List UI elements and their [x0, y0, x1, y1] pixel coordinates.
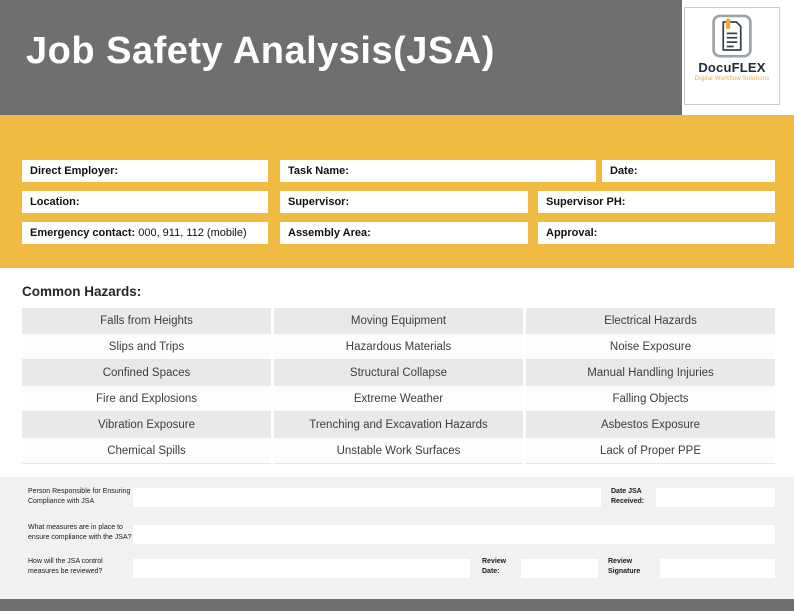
date-field[interactable]: Date: [602, 160, 775, 182]
emergency-contact-field[interactable]: Emergency contact: 000, 911, 112 (mobile… [22, 222, 268, 244]
person-responsible-input[interactable] [133, 488, 601, 507]
table-row: Slips and Trips Hazardous Materials Nois… [22, 334, 775, 360]
hazard-cell: Slips and Trips [22, 334, 271, 360]
supervisor-ph-field[interactable]: Supervisor PH: [538, 191, 775, 213]
location-field[interactable]: Location: [22, 191, 268, 213]
supervisor-field[interactable]: Supervisor: [280, 191, 528, 213]
emergency-contact-value: 000, 911, 112 (mobile) [135, 227, 247, 239]
hazard-cell: Electrical Hazards [526, 308, 775, 334]
hazard-cell: Falls from Heights [22, 308, 271, 334]
review-signature-input[interactable] [660, 559, 775, 578]
common-hazards-heading: Common Hazards: [22, 284, 142, 299]
review-method-input[interactable] [133, 559, 470, 578]
table-row: Vibration Exposure Trenching and Excavat… [22, 412, 775, 438]
review-signature-label: Review Signature [608, 558, 641, 575]
hazard-cell: Falling Objects [526, 386, 775, 412]
hazard-cell: Hazardous Materials [274, 334, 523, 360]
direct-employer-label: Direct Employer: [30, 165, 119, 177]
hazard-cell: Asbestos Exposure [526, 412, 775, 438]
date-jsa-received-label: Date JSA Received: [611, 488, 645, 505]
approval-field[interactable]: Approval: [538, 222, 775, 244]
page-title: Job Safety Analysis(JSA) [26, 30, 495, 72]
hazard-cell: Extreme Weather [274, 386, 523, 412]
supervisor-label: Supervisor: [288, 196, 350, 208]
review-method-label: How will the JSA control measures be rev… [28, 558, 103, 575]
hazard-cell: Structural Collapse [274, 360, 523, 386]
location-label: Location: [30, 196, 80, 208]
footer-bar [0, 599, 794, 611]
hazards-table: Falls from Heights Moving Equipment Elec… [22, 308, 775, 464]
review-date-input[interactable] [521, 559, 598, 578]
hazard-cell: Fire and Explosions [22, 386, 271, 412]
hazard-cell: Moving Equipment [274, 308, 523, 334]
hazard-cell: Manual Handling Injuries [526, 360, 775, 386]
assembly-area-field[interactable]: Assembly Area: [280, 222, 528, 244]
docuflex-logo: DocuFLEX Digital Workflow Solutions [684, 7, 780, 105]
logo-tagline: Digital Workflow Solutions [694, 76, 770, 82]
form-section: Direct Employer: Task Name: Date: Locati… [0, 115, 794, 268]
task-name-label: Task Name: [288, 165, 349, 177]
header: Job Safety Analysis(JSA) [0, 0, 682, 115]
logo-name: DocuFLEX [698, 60, 766, 75]
hazard-cell: Noise Exposure [526, 334, 775, 360]
document-icon [712, 14, 752, 58]
review-date-label: Review Date: [482, 558, 507, 575]
hazard-cell: Vibration Exposure [22, 412, 271, 438]
hazard-cell: Trenching and Excavation Hazards [274, 412, 523, 438]
task-name-field[interactable]: Task Name: [280, 160, 596, 182]
assembly-area-label: Assembly Area: [288, 227, 371, 239]
hazard-cell: Chemical Spills [22, 438, 271, 464]
supervisor-ph-label: Supervisor PH: [546, 196, 626, 208]
date-jsa-received-input[interactable] [656, 488, 775, 507]
hazard-cell: Unstable Work Surfaces [274, 438, 523, 464]
direct-employer-field[interactable]: Direct Employer: [22, 160, 268, 182]
measures-input[interactable] [133, 525, 775, 544]
table-row: Falls from Heights Moving Equipment Elec… [22, 308, 775, 334]
table-row: Fire and Explosions Extreme Weather Fall… [22, 386, 775, 412]
hazard-cell: Lack of Proper PPE [526, 438, 775, 464]
compliance-section: Person Responsible for Ensuring Complian… [0, 477, 794, 599]
table-row: Chemical Spills Unstable Work Surfaces L… [22, 438, 775, 464]
table-row: Confined Spaces Structural Collapse Manu… [22, 360, 775, 386]
date-label: Date: [610, 165, 638, 177]
emergency-contact-label: Emergency contact: [30, 227, 136, 239]
approval-label: Approval: [546, 227, 598, 239]
person-responsible-label: Person Responsible for Ensuring Complian… [28, 488, 131, 505]
measures-label: What measures are in place to ensure com… [28, 524, 132, 541]
hazard-cell: Confined Spaces [22, 360, 271, 386]
